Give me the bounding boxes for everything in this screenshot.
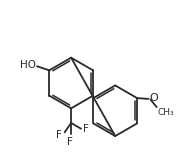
Text: HO: HO: [20, 60, 36, 70]
Text: F: F: [67, 137, 73, 147]
Text: CH₃: CH₃: [157, 108, 174, 117]
Text: O: O: [149, 93, 158, 103]
Text: F: F: [83, 124, 89, 134]
Text: F: F: [56, 130, 62, 140]
